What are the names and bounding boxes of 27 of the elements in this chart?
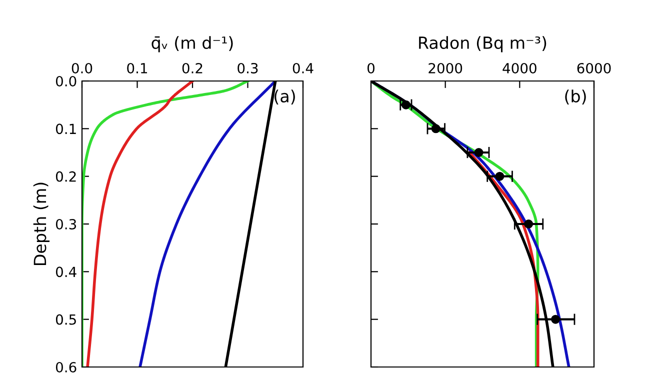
y-tick-label: 0.4: [56, 266, 76, 278]
point: [474, 148, 484, 157]
y-tick-label: 0.6: [56, 362, 76, 372]
point: [431, 124, 440, 134]
y-axis-title: Depth (m): [33, 182, 50, 266]
y-tick-label: 0.1: [56, 124, 76, 134]
x-tick-label: 6000: [577, 62, 611, 74]
annotation: (b): [565, 90, 586, 104]
x-tick-label: 0.3: [238, 62, 258, 74]
point: [551, 314, 560, 324]
point: [524, 220, 534, 228]
x-tick-label: 0.0: [72, 62, 92, 74]
y-tick-label: 0.2: [56, 171, 76, 182]
x-axis-title: Radon (Bq m⁻³): [419, 36, 546, 52]
point: [401, 100, 410, 110]
y-tick-label: 0.0: [56, 76, 76, 86]
annotation: (a): [274, 90, 295, 104]
y-tick-label: 0.3: [56, 218, 76, 230]
x-tick-label: 0.2: [182, 62, 202, 74]
x-tick-label: 2000: [428, 62, 462, 74]
x-tick-label: 0.4: [292, 62, 314, 74]
x-tick-label: 0: [367, 62, 374, 74]
y-tick-label: 0.5: [56, 314, 76, 325]
x-axis-title: q̄ᵥ (m d⁻¹): [152, 36, 233, 52]
point: [495, 172, 504, 181]
x-tick-label: 4000: [502, 62, 536, 74]
x-tick-label: 0.1: [127, 62, 148, 74]
